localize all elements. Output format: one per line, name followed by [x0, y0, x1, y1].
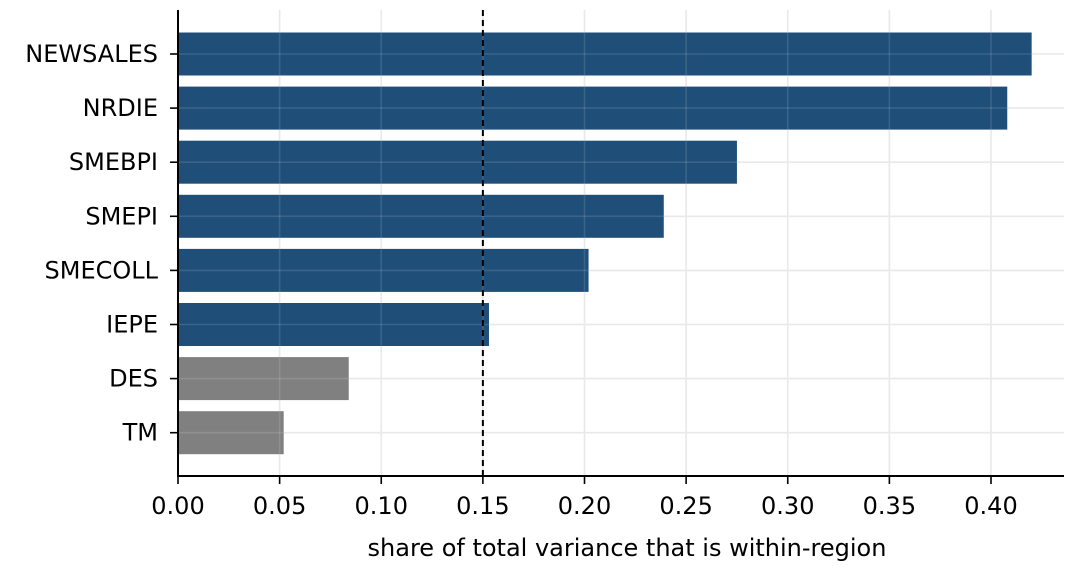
bar-smepi	[178, 194, 664, 238]
y-tick-label: NRDIE	[83, 94, 158, 122]
y-tick-label: SMEPI	[85, 202, 158, 230]
x-tick-label: 0.30	[761, 492, 814, 520]
y-tick-label: IEPE	[106, 311, 158, 339]
x-tick-label: 0.35	[863, 492, 916, 520]
reference-line-layer	[177, 10, 1064, 476]
x-axis-label: share of total variance that is within-r…	[368, 534, 887, 562]
bar-newsales	[178, 32, 1032, 76]
x-tick-label: 0.00	[151, 492, 204, 520]
y-tick-label: SMEBPI	[69, 148, 158, 176]
y-tick-label: TM	[122, 419, 158, 447]
x-tick-label: 0.25	[659, 492, 712, 520]
x-tick-label: 0.40	[964, 492, 1017, 520]
bar-des	[178, 357, 349, 401]
bar-smebpi	[178, 140, 737, 184]
grid-layer	[177, 10, 1064, 476]
x-ticks: 0.00 0.05 0.10 0.15 0.20 0.25 0.30 0.35 0.40	[151, 476, 1018, 520]
y-tick-label: DES	[109, 365, 158, 393]
y-tick-label: SMECOLL	[45, 256, 159, 284]
x-tick-label: 0.10	[355, 492, 408, 520]
bar-layer	[178, 32, 1032, 455]
y-tick-label: NEWSALES	[25, 40, 158, 68]
x-tick-label: 0.15	[456, 492, 509, 520]
bar-iepe	[178, 303, 489, 346]
axis-layer	[177, 10, 1064, 477]
y-ticks: NEWSALES NRDIE SMEBPI SMEPI SMECOLL IEPE DES TM	[25, 40, 178, 447]
bar-nrdie	[178, 86, 1008, 130]
bar-tm	[178, 411, 284, 455]
x-tick-label: 0.20	[558, 492, 611, 520]
x-tick-label: 0.05	[253, 492, 306, 520]
bar-smecoll	[178, 248, 589, 292]
